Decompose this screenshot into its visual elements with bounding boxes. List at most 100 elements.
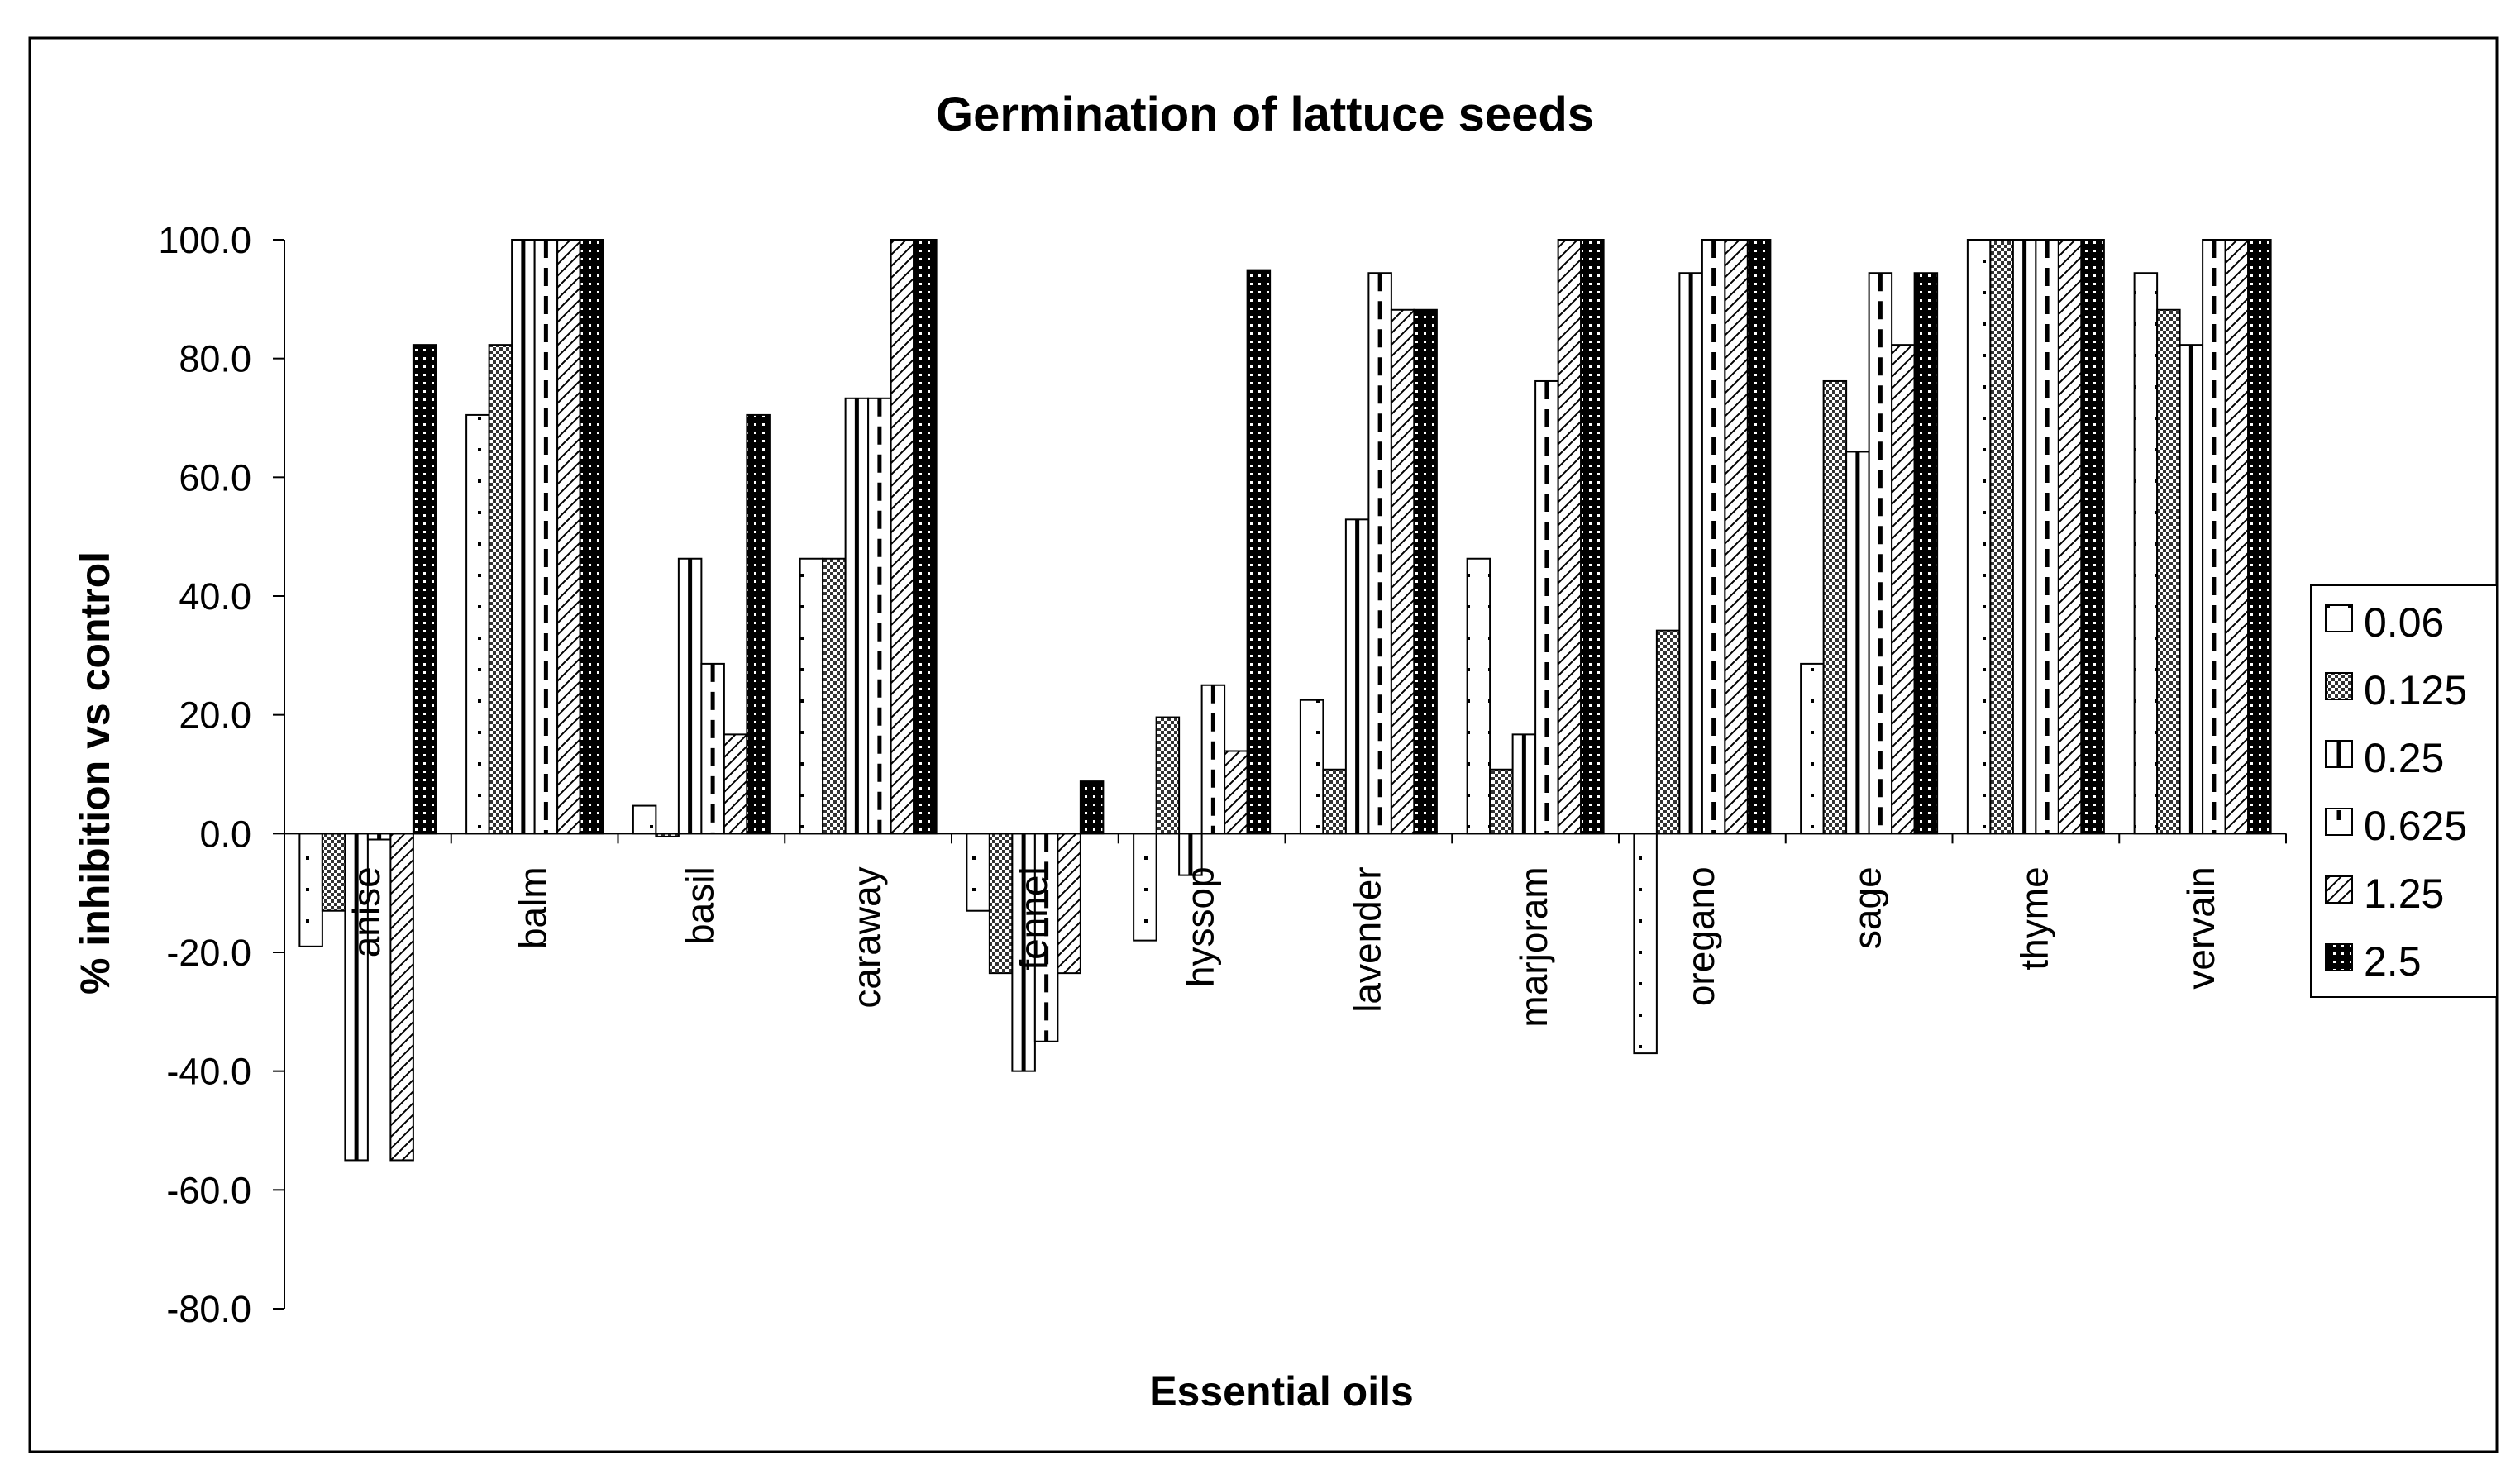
bar (2080, 239, 2105, 835)
bar-sage-1.25 (1891, 344, 1916, 835)
bar (1966, 239, 1992, 835)
bar-sage-0.25 (1845, 451, 1870, 835)
bar-thyme-1.25 (2057, 239, 2083, 835)
bar (298, 833, 323, 947)
bar-sage-0.06 (1800, 662, 1825, 835)
bar-oregano-0.25 (1678, 272, 1703, 835)
bar-anise-0.06 (298, 833, 323, 947)
bar-hyssop-1.25 (1224, 750, 1248, 835)
bar (1868, 272, 1893, 835)
bar (2057, 239, 2083, 835)
bar (389, 833, 414, 1162)
bar (2247, 239, 2272, 835)
legend-swatch-stripe (2336, 741, 2341, 767)
bar-sage-0.625 (1868, 272, 1893, 835)
bar (556, 239, 581, 835)
bar-balm-0.25 (511, 239, 536, 835)
category-label: lavender (1345, 866, 1388, 1012)
bar-lavender-1.25 (1390, 308, 1415, 835)
bar (412, 344, 437, 835)
bar-lavender-0.125 (1322, 768, 1347, 835)
bar-anise-0.125 (321, 833, 346, 912)
bar-fennel-0.125 (988, 833, 1014, 975)
bar-marjoram-0.125 (1489, 768, 1514, 835)
bar-balm-1.25 (556, 239, 581, 835)
category-label: marjoram (1512, 866, 1555, 1027)
bar-stripe (1188, 833, 1193, 875)
legend-label: 1.25 (2364, 871, 2444, 917)
bar-stripe (1855, 451, 1860, 834)
y-tick-label: -20.0 (166, 932, 251, 974)
bar-caraway-0.25 (844, 397, 870, 835)
bar (1633, 833, 1658, 1055)
bar (1466, 557, 1491, 835)
bar-thyme-2.5 (2080, 239, 2105, 835)
bar-balm-0.06 (465, 413, 490, 835)
bar (1891, 344, 1916, 835)
bar-oregano-0.125 (1655, 629, 1681, 835)
bar-basil-0.06 (632, 804, 657, 835)
bar (1155, 716, 1181, 835)
bar-vervain-0.06 (2133, 272, 2159, 835)
bar-caraway-2.5 (913, 239, 938, 835)
category-label: anise (345, 866, 388, 957)
x-axis-title: Essential oils (1149, 1368, 1414, 1415)
legend-item-0.125: 0.125 (2325, 667, 2467, 713)
bar-lavender-2.5 (1413, 308, 1438, 835)
bar-thyme-0.06 (1966, 239, 1992, 835)
bar-fennel-1.25 (1057, 833, 1081, 975)
bar-vervain-0.125 (2156, 308, 2181, 835)
bar-basil-2.5 (746, 413, 771, 835)
bar-thyme-0.125 (1989, 239, 2014, 835)
bar-oregano-0.06 (1633, 833, 1658, 1055)
legend-label: 0.125 (2364, 667, 2467, 713)
legend-label: 2.5 (2364, 938, 2422, 985)
bar (988, 833, 1014, 975)
bar (579, 239, 604, 835)
category-label: fennel (1012, 866, 1055, 970)
category-label: vervain (2179, 866, 2222, 989)
category-label: hyssop (1179, 866, 1222, 987)
bar-hyssop-2.5 (1246, 269, 1272, 835)
bar-oregano-2.5 (1746, 239, 1772, 835)
legend-item-0.25: 0.25 (2325, 735, 2444, 781)
bar (799, 557, 824, 835)
legend-item-0.06: 0.06 (2325, 599, 2444, 646)
bar-stripe (1521, 734, 1526, 834)
bar-basil-0.625 (700, 662, 725, 835)
bar-caraway-0.625 (867, 397, 892, 835)
bar (1580, 239, 1605, 835)
bar (1079, 780, 1105, 835)
bar-stripe (354, 833, 359, 1161)
bar-thyme-0.25 (2012, 239, 2037, 835)
bar (913, 239, 938, 835)
legend: 0.06 0.125 0.25 0.625 1.25 2.5 (2310, 584, 2498, 998)
bar-thyme-0.625 (2035, 239, 2059, 835)
bar (1913, 272, 1939, 835)
bar-hyssop-0.625 (1200, 684, 1226, 835)
bar-hyssop-0.125 (1155, 716, 1181, 835)
bar (465, 413, 490, 835)
bar-caraway-0.06 (799, 557, 824, 835)
bar-hyssop-0.06 (1133, 833, 1157, 942)
bar (1557, 239, 1582, 835)
bar (321, 833, 346, 912)
bar (1800, 662, 1825, 835)
bar (1133, 833, 1157, 942)
bar-lavender-0.625 (1367, 272, 1392, 835)
bar-marjoram-0.625 (1534, 379, 1559, 835)
bar (488, 344, 513, 835)
bar (1299, 699, 1324, 835)
bar-caraway-0.125 (822, 557, 847, 835)
bar (1246, 269, 1272, 835)
bar-caraway-1.25 (890, 239, 915, 835)
bar-oregano-1.25 (1724, 239, 1749, 835)
bar-stripe (1688, 273, 1693, 834)
bar-stripe (1355, 519, 1360, 834)
bar (2156, 308, 2181, 835)
bar (1390, 308, 1415, 835)
category-label: thyme (2012, 866, 2055, 970)
bar (632, 804, 657, 835)
bar-fennel-0.625 (1033, 833, 1059, 1042)
